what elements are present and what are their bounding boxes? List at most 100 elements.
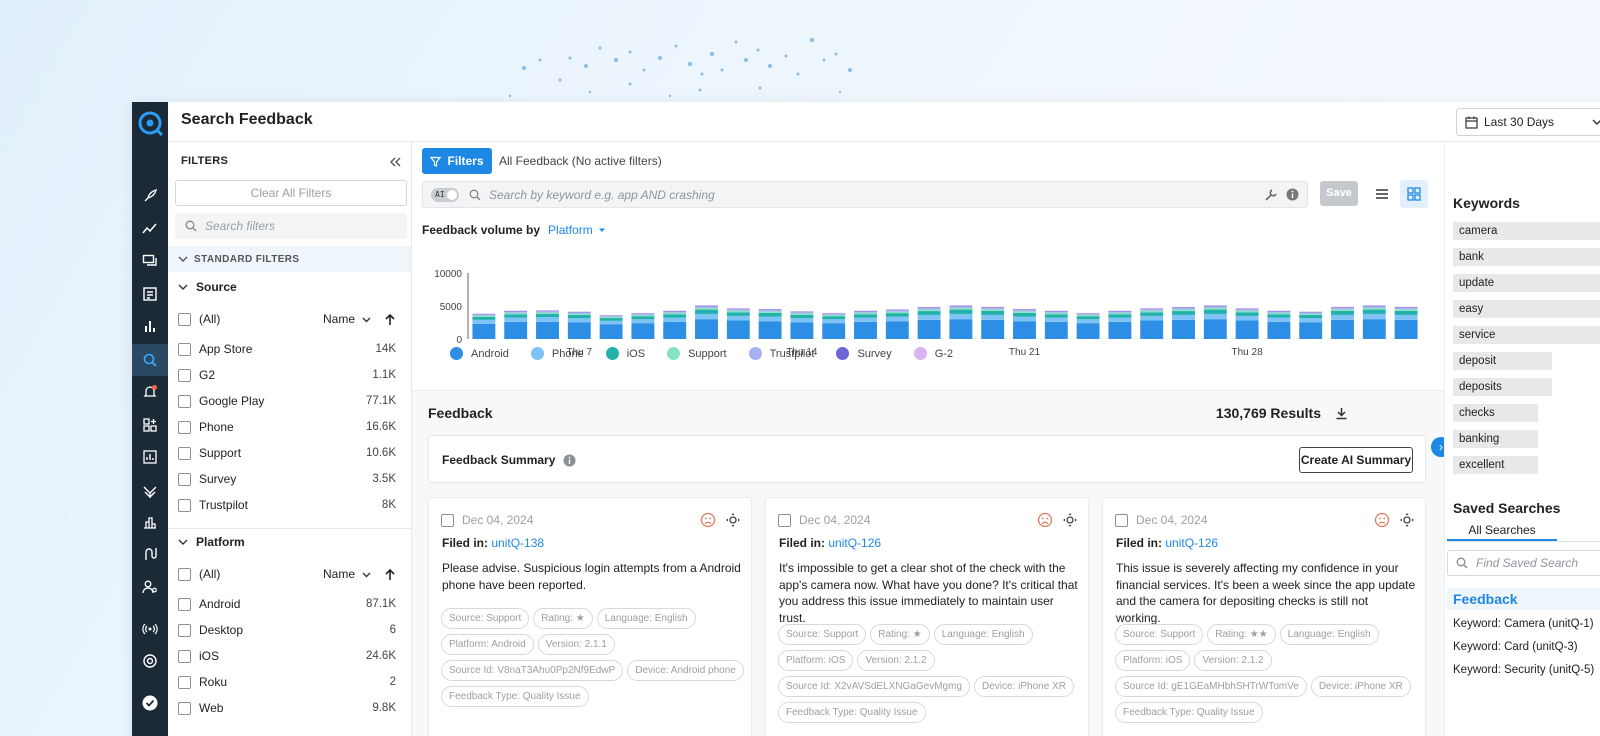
bar-segment-survey[interactable] xyxy=(1299,311,1323,313)
bar-segment-ios[interactable] xyxy=(1394,310,1418,315)
bar-segment-survey[interactable] xyxy=(1044,310,1068,312)
rocket-icon[interactable] xyxy=(138,184,162,208)
bar-segment-support[interactable] xyxy=(504,312,528,315)
bar-segment-ios[interactable] xyxy=(917,311,941,315)
bar-segment-survey[interactable] xyxy=(1013,309,1036,310)
filter-option[interactable]: Support 10.6K xyxy=(178,444,396,462)
platform-all-row[interactable]: (All) Name xyxy=(178,565,396,583)
create-ai-summary-button[interactable]: Create AI Summary xyxy=(1299,447,1413,473)
bar-segment-trustpilot[interactable] xyxy=(981,307,1005,310)
bar-segment-android[interactable] xyxy=(917,319,941,339)
dashboard-icon[interactable] xyxy=(138,282,162,306)
bar-segment-ios[interactable] xyxy=(1299,315,1323,319)
bar-segment-survey[interactable] xyxy=(1331,307,1354,308)
metadata-tag[interactable]: Device: iPhone XR xyxy=(1310,676,1411,697)
user-settings-icon[interactable] xyxy=(138,575,162,599)
filed-in-link[interactable]: unitQ-138 xyxy=(491,536,545,550)
bar-segment-ios[interactable] xyxy=(854,314,877,318)
legend-item[interactable]: iOS xyxy=(605,347,645,360)
checkbox[interactable] xyxy=(178,446,191,460)
bar-segment-survey[interactable] xyxy=(1140,308,1164,310)
bar-segment-g-2[interactable] xyxy=(1235,308,1259,309)
broadcast-icon[interactable] xyxy=(138,617,162,641)
checkbox[interactable] xyxy=(178,498,191,512)
bar-segment-survey[interactable] xyxy=(1172,307,1195,308)
bar-segment-support[interactable] xyxy=(1331,309,1354,311)
bar-segment-g-2[interactable] xyxy=(758,309,782,310)
bar-chart-icon[interactable] xyxy=(138,314,162,338)
standard-filters-header[interactable]: STANDARD FILTERS xyxy=(168,246,411,272)
move-icon[interactable] xyxy=(1062,512,1078,528)
bar-segment-phone[interactable] xyxy=(822,319,846,324)
bar-segment-survey[interactable] xyxy=(1235,308,1259,310)
bar-segment-trustpilot[interactable] xyxy=(1172,307,1195,310)
unitq-logo[interactable] xyxy=(137,110,163,136)
bar-segment-support[interactable] xyxy=(1172,309,1195,312)
platform-sort-select[interactable]: Name xyxy=(323,567,372,581)
checkbox[interactable] xyxy=(178,472,191,486)
filter-option[interactable]: Web 9.8K xyxy=(178,699,396,717)
bar-segment-survey[interactable] xyxy=(1108,310,1132,312)
bar-segment-phone[interactable] xyxy=(599,320,623,325)
move-icon[interactable] xyxy=(1399,512,1415,528)
bar-segment-g-2[interactable] xyxy=(822,312,846,314)
bar-segment-g-2[interactable] xyxy=(726,308,750,309)
bar-segment-survey[interactable] xyxy=(981,307,1005,308)
info-icon[interactable] xyxy=(563,454,576,467)
bar-segment-phone[interactable] xyxy=(1362,313,1386,320)
bar-segment-phone[interactable] xyxy=(1140,315,1164,321)
feedback-card[interactable]: Dec 04, 2024 Filed in: unitQ-138 Please ad… xyxy=(428,497,752,736)
bar-segment-support[interactable] xyxy=(854,312,877,315)
saved-search-item[interactable]: Keyword: Security (unitQ-5) xyxy=(1453,664,1595,676)
metadata-tag[interactable]: Language: English xyxy=(596,608,696,629)
keyword-chip[interactable]: bank xyxy=(1453,248,1600,266)
bar-segment-ios[interactable] xyxy=(472,316,496,320)
bar-segment-trustpilot[interactable] xyxy=(1394,307,1418,310)
bar-segment-android[interactable] xyxy=(504,321,528,339)
bar-segment-support[interactable] xyxy=(1076,314,1100,317)
bar-segment-trustpilot[interactable] xyxy=(536,311,559,313)
bar-segment-g-2[interactable] xyxy=(1044,310,1068,312)
bar-segment-trustpilot[interactable] xyxy=(663,311,687,313)
metadata-tag[interactable]: Version: 2.1.2 xyxy=(857,650,935,671)
bar-segment-g-2[interactable] xyxy=(1172,306,1195,308)
bar-segment-ios[interactable] xyxy=(1267,314,1291,318)
bar-segment-survey[interactable] xyxy=(536,310,559,312)
bar-segment-trustpilot[interactable] xyxy=(1140,309,1164,311)
bar-segment-support[interactable] xyxy=(822,314,846,317)
bell-alert-icon[interactable] xyxy=(138,380,162,404)
bar-segment-trustpilot[interactable] xyxy=(1013,309,1036,312)
bar-segment-ios[interactable] xyxy=(663,314,687,318)
report-icon[interactable] xyxy=(138,445,162,469)
bar-segment-phone[interactable] xyxy=(726,315,750,321)
bar-segment-survey[interactable] xyxy=(599,315,623,316)
filed-in-link[interactable]: unitQ-126 xyxy=(828,536,882,550)
platform-group-header[interactable]: Platform xyxy=(178,535,245,549)
bar-segment-android[interactable] xyxy=(854,321,877,339)
bar-segment-ios[interactable] xyxy=(1331,310,1354,315)
trend-icon[interactable] xyxy=(138,217,162,241)
info-icon[interactable] xyxy=(1286,188,1299,201)
bar-segment-g-2[interactable] xyxy=(790,311,814,312)
bar-segment-support[interactable] xyxy=(949,307,973,310)
bar-segment-phone[interactable] xyxy=(567,318,591,323)
bar-segment-trustpilot[interactable] xyxy=(472,314,496,316)
bar-segment-g-2[interactable] xyxy=(1267,310,1291,312)
bar-segment-android[interactable] xyxy=(1076,323,1100,339)
metadata-tag[interactable]: Rating: ★★ xyxy=(1207,624,1276,645)
bar-segment-g-2[interactable] xyxy=(1362,305,1386,306)
bar-segment-survey[interactable] xyxy=(758,309,782,311)
bar-segment-support[interactable] xyxy=(1362,307,1386,310)
source-group-header[interactable]: Source xyxy=(178,280,237,294)
search-nav-icon[interactable] xyxy=(132,344,168,376)
bar-segment-phone[interactable] xyxy=(1394,314,1418,320)
checkbox[interactable] xyxy=(441,513,454,527)
bar-segment-support[interactable] xyxy=(1203,307,1227,310)
bar-segment-android[interactable] xyxy=(472,323,496,339)
bar-segment-trustpilot[interactable] xyxy=(790,312,814,314)
filed-in-link[interactable]: unitQ-126 xyxy=(1165,536,1219,550)
metadata-tag[interactable]: Device: Android phone xyxy=(627,660,744,681)
bar-segment-ios[interactable] xyxy=(1235,312,1259,316)
bar-segment-trustpilot[interactable] xyxy=(917,307,941,310)
bar-segment-android[interactable] xyxy=(949,319,973,339)
